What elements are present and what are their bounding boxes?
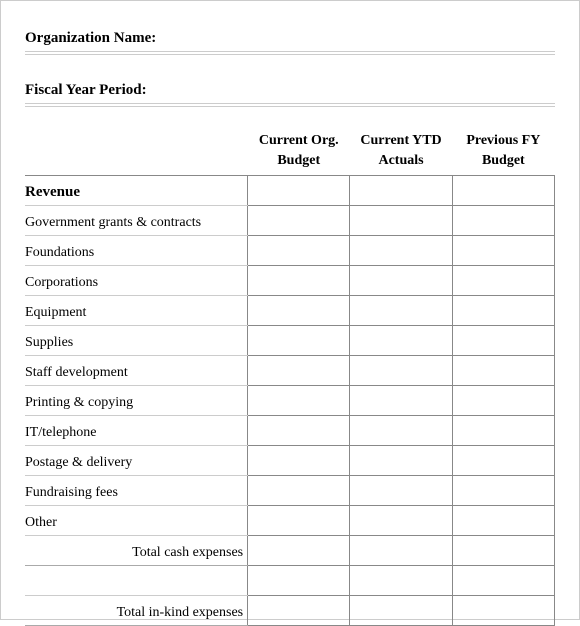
table-row: Printing & copying (25, 386, 555, 416)
cell[interactable] (248, 266, 350, 296)
table-row: Fundraising fees (25, 476, 555, 506)
cell[interactable] (248, 176, 350, 206)
cell[interactable] (350, 506, 452, 536)
cell[interactable] (248, 446, 350, 476)
cell[interactable] (452, 386, 554, 416)
cell[interactable] (248, 206, 350, 236)
cell[interactable] (452, 536, 554, 566)
cell[interactable] (248, 296, 350, 326)
budget-table: Current Org. Current YTD Previous FY Bud… (25, 127, 555, 626)
cell[interactable] (452, 416, 554, 446)
header-row-2: Budget Actuals Budget (25, 149, 555, 176)
cell[interactable] (248, 356, 350, 386)
header-col3-line2: Budget (452, 149, 554, 176)
table-row: Government grants & contracts (25, 206, 555, 236)
cell[interactable] (452, 446, 554, 476)
header-col1-line1: Current Org. (248, 127, 350, 149)
table-row: Supplies (25, 326, 555, 356)
cell[interactable] (452, 206, 554, 236)
total-cash-row: Total cash expenses (25, 536, 555, 566)
row-label: Postage & delivery (25, 446, 248, 476)
cell[interactable] (452, 506, 554, 536)
spacer-row (25, 566, 555, 596)
header-blank (25, 127, 248, 149)
cell[interactable] (350, 266, 452, 296)
cell[interactable] (350, 176, 452, 206)
cell[interactable] (452, 266, 554, 296)
cell[interactable] (248, 596, 350, 626)
total-inkind-label: Total in-kind expenses (25, 596, 248, 626)
row-label: Government grants & contracts (25, 206, 248, 236)
cell[interactable] (248, 386, 350, 416)
table-row: Postage & delivery (25, 446, 555, 476)
table-row: Corporations (25, 266, 555, 296)
row-label: Corporations (25, 266, 248, 296)
cell[interactable] (248, 476, 350, 506)
row-label: Equipment (25, 296, 248, 326)
cell[interactable] (350, 446, 452, 476)
row-label: Supplies (25, 326, 248, 356)
table-row: Equipment (25, 296, 555, 326)
row-label: Foundations (25, 236, 248, 266)
cell[interactable] (350, 566, 452, 596)
cell[interactable] (350, 236, 452, 266)
cell[interactable] (452, 176, 554, 206)
total-inkind-row: Total in-kind expenses (25, 596, 555, 626)
cell[interactable] (350, 296, 452, 326)
cell[interactable] (452, 326, 554, 356)
cell[interactable] (248, 236, 350, 266)
row-label: Other (25, 506, 248, 536)
cell[interactable] (350, 476, 452, 506)
table-row: IT/telephone (25, 416, 555, 446)
cell[interactable] (350, 206, 452, 236)
header-blank (25, 149, 248, 176)
table-row: Foundations (25, 236, 555, 266)
org-name-field: Organization Name: (25, 23, 555, 52)
header-row-1: Current Org. Current YTD Previous FY (25, 127, 555, 149)
cell[interactable] (350, 416, 452, 446)
cell[interactable] (452, 236, 554, 266)
header-col2-line1: Current YTD (350, 127, 452, 149)
cell[interactable] (248, 416, 350, 446)
row-label: Printing & copying (25, 386, 248, 416)
cell[interactable] (248, 506, 350, 536)
section-row: Revenue (25, 176, 555, 206)
cell[interactable] (248, 326, 350, 356)
cell[interactable] (452, 596, 554, 626)
total-cash-label: Total cash expenses (25, 536, 248, 566)
header-col3-line1: Previous FY (452, 127, 554, 149)
cell[interactable] (248, 536, 350, 566)
cell[interactable] (452, 476, 554, 506)
section-title: Revenue (25, 176, 248, 206)
table-row: Other (25, 506, 555, 536)
cell[interactable] (350, 386, 452, 416)
cell[interactable] (350, 596, 452, 626)
row-label: Staff development (25, 356, 248, 386)
cell[interactable] (452, 566, 554, 596)
cell[interactable] (452, 296, 554, 326)
cell[interactable] (248, 566, 350, 596)
row-label: Fundraising fees (25, 476, 248, 506)
cell[interactable] (350, 326, 452, 356)
row-label: IT/telephone (25, 416, 248, 446)
header-col2-line2: Actuals (350, 149, 452, 176)
cell[interactable] (350, 356, 452, 386)
fiscal-period-field: Fiscal Year Period: (25, 75, 555, 104)
spacer (25, 566, 248, 596)
fiscal-period-label: Fiscal Year Period: (25, 82, 147, 98)
budget-form-page: Organization Name: Fiscal Year Period: C… (0, 0, 580, 620)
table-row: Staff development (25, 356, 555, 386)
cell[interactable] (350, 536, 452, 566)
cell[interactable] (452, 356, 554, 386)
header-col1-line2: Budget (248, 149, 350, 176)
org-name-label: Organization Name: (25, 30, 156, 46)
